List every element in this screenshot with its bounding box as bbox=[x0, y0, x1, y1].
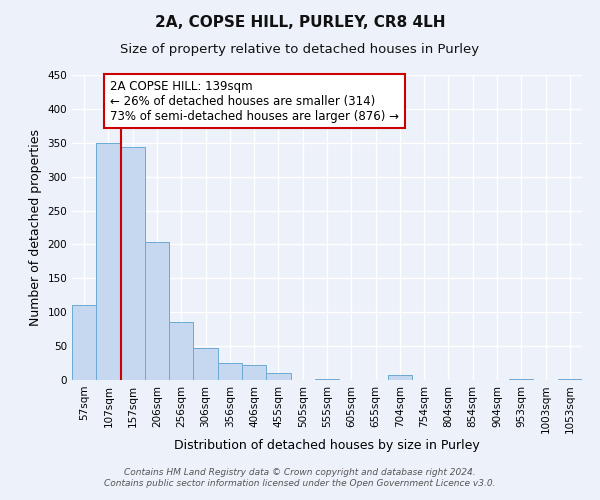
Text: Size of property relative to detached houses in Purley: Size of property relative to detached ho… bbox=[121, 42, 479, 56]
Bar bbox=[169, 322, 193, 380]
Bar bbox=[145, 242, 169, 380]
Bar bbox=[242, 365, 266, 380]
Bar bbox=[96, 143, 121, 380]
Bar bbox=[558, 378, 582, 380]
Bar bbox=[121, 147, 145, 380]
Text: 2A COPSE HILL: 139sqm
← 26% of detached houses are smaller (314)
73% of semi-det: 2A COPSE HILL: 139sqm ← 26% of detached … bbox=[110, 80, 399, 122]
Text: 2A, COPSE HILL, PURLEY, CR8 4LH: 2A, COPSE HILL, PURLEY, CR8 4LH bbox=[155, 15, 445, 30]
Bar bbox=[509, 378, 533, 380]
Bar bbox=[72, 306, 96, 380]
Y-axis label: Number of detached properties: Number of detached properties bbox=[29, 129, 42, 326]
Bar bbox=[388, 374, 412, 380]
Bar bbox=[315, 378, 339, 380]
Text: Contains HM Land Registry data © Crown copyright and database right 2024.
Contai: Contains HM Land Registry data © Crown c… bbox=[104, 468, 496, 487]
Bar bbox=[218, 363, 242, 380]
Bar bbox=[266, 372, 290, 380]
Bar bbox=[193, 348, 218, 380]
X-axis label: Distribution of detached houses by size in Purley: Distribution of detached houses by size … bbox=[174, 439, 480, 452]
